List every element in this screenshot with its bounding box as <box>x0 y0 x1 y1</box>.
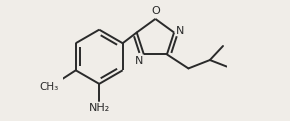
Text: CH₃: CH₃ <box>40 82 59 92</box>
Text: N: N <box>176 26 185 36</box>
Text: N: N <box>135 56 143 66</box>
Text: O: O <box>151 6 160 16</box>
Text: NH₂: NH₂ <box>88 103 110 113</box>
